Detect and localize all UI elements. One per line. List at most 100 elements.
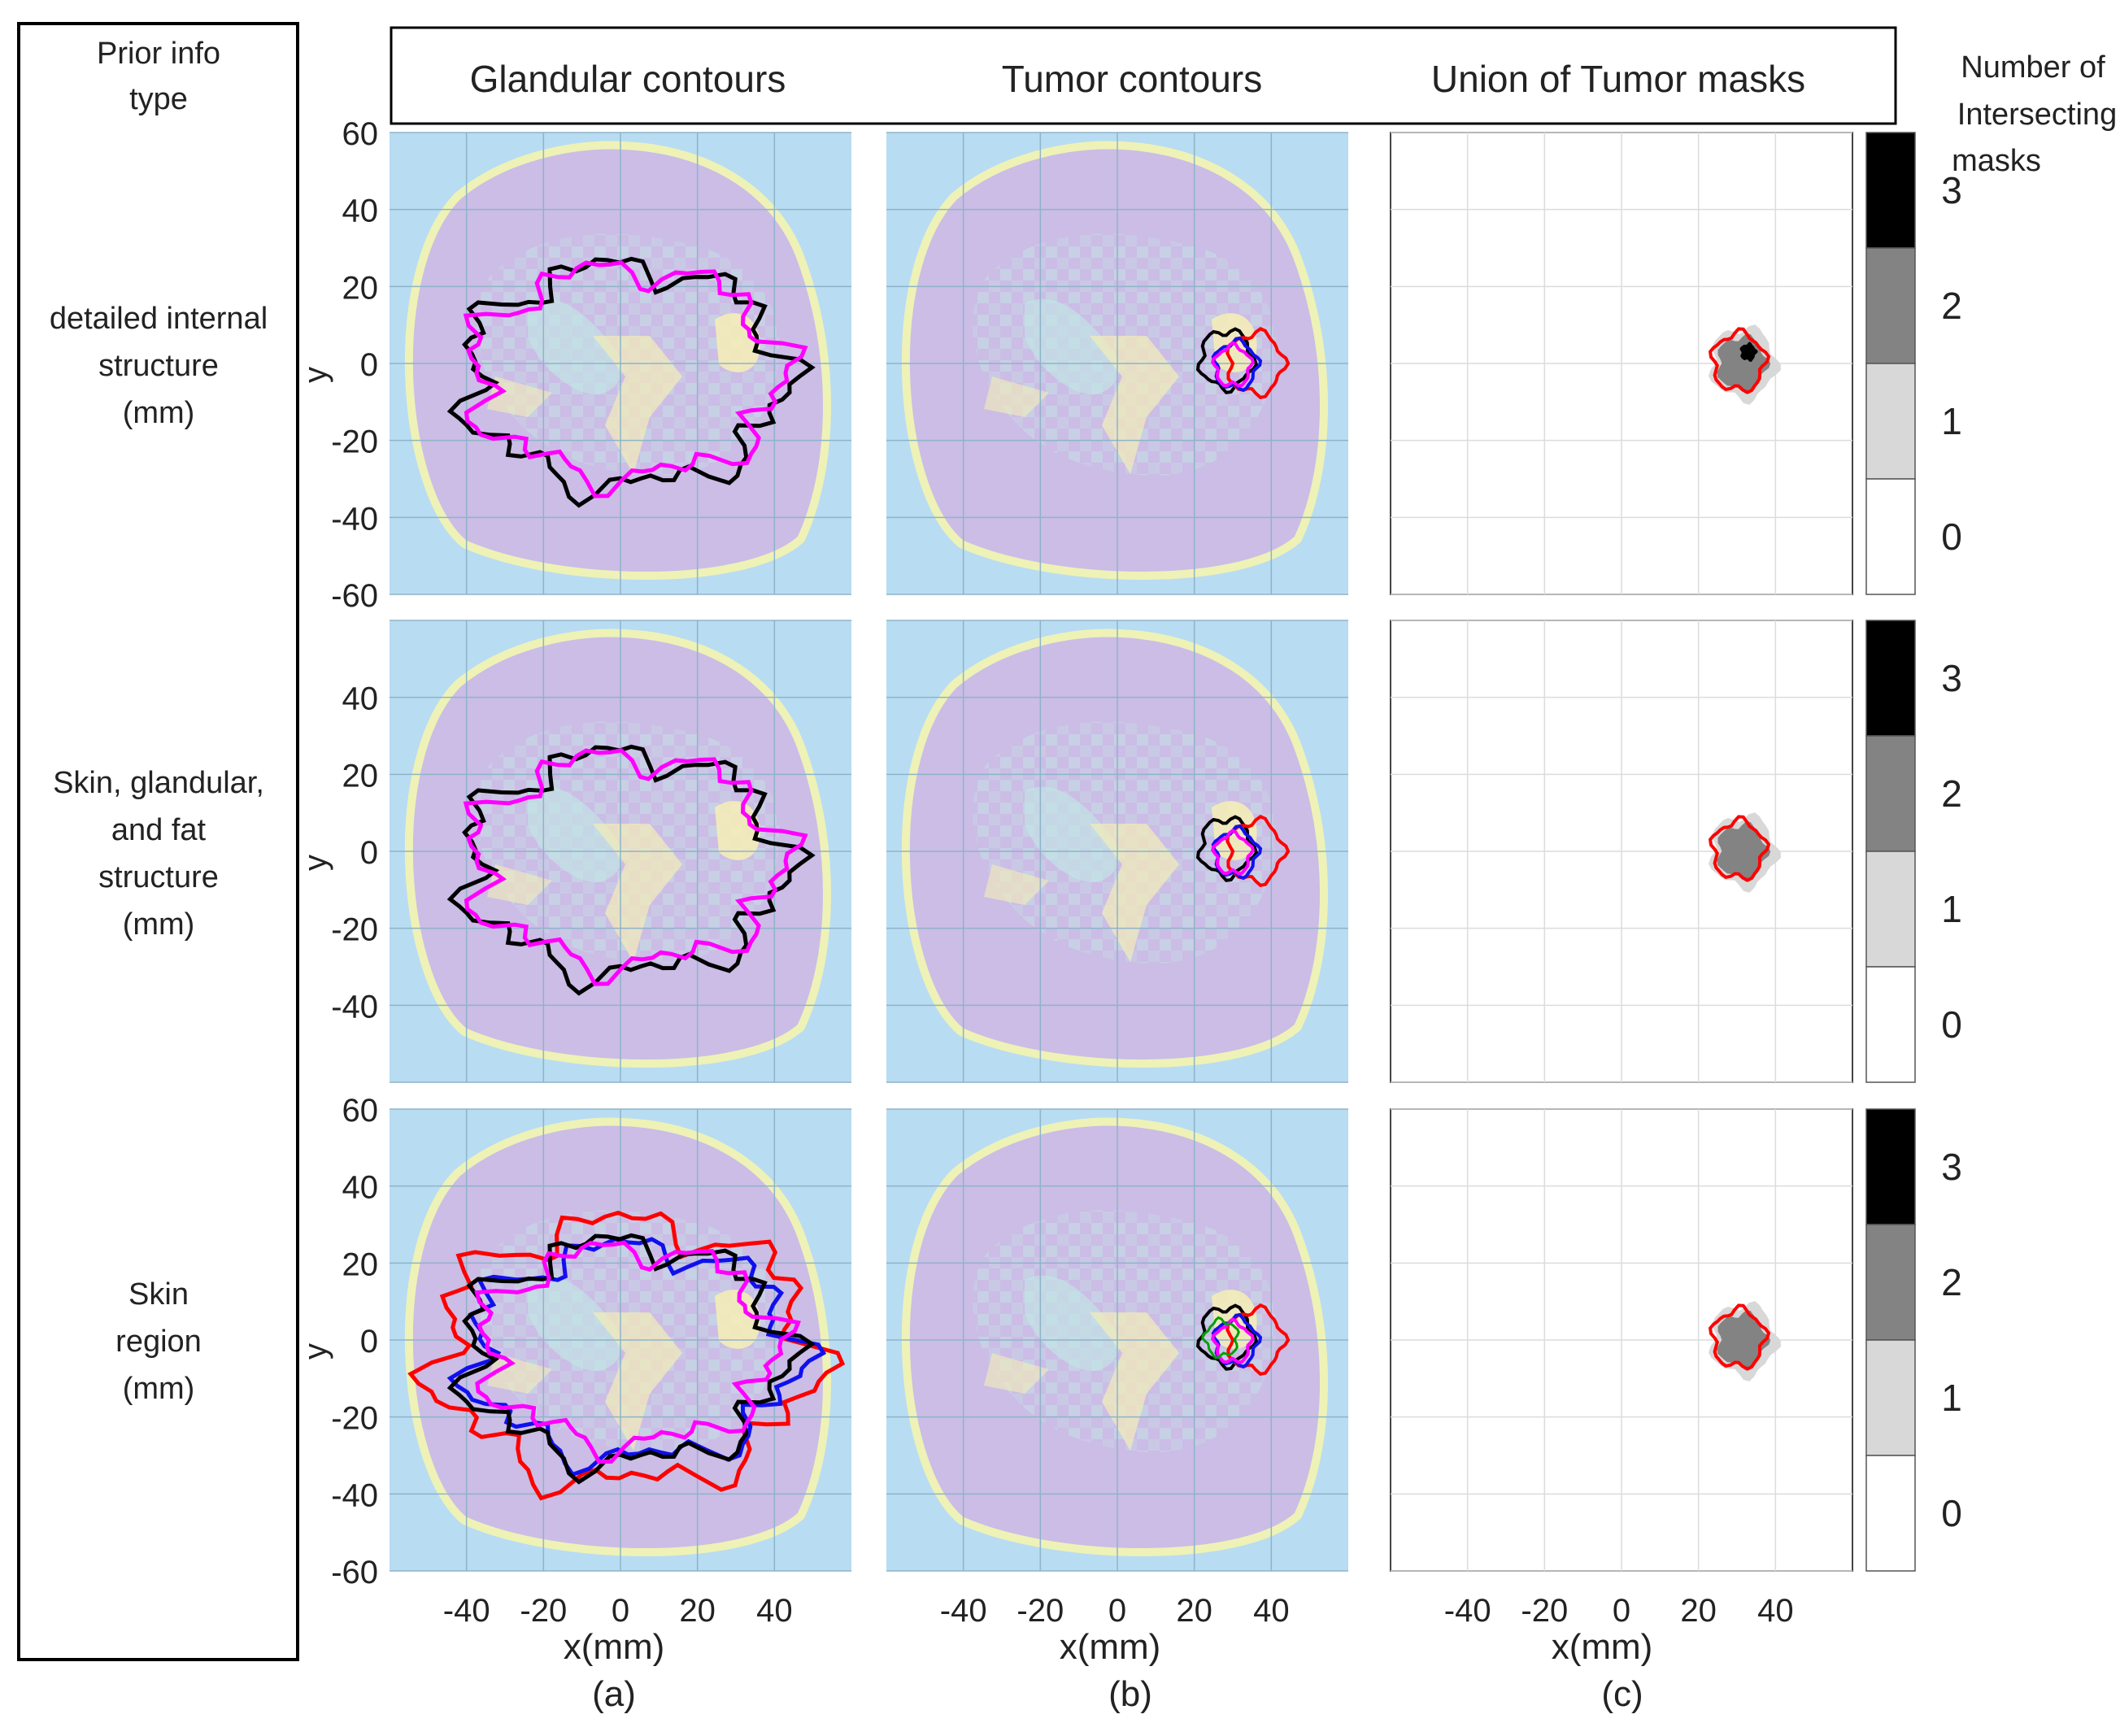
x-tick-label: 40 <box>756 1593 793 1629</box>
y-tick-label: 60 <box>342 1093 379 1129</box>
y-tick-label: 40 <box>342 194 379 229</box>
ylabel: y <box>298 367 333 383</box>
xlabel-b: x(mm) <box>1060 1627 1161 1667</box>
y-tick-label: -20 <box>331 424 378 460</box>
y-tick-label: -60 <box>331 578 378 614</box>
colorbar-segment-0 <box>1865 966 1916 1083</box>
y-tick-label: 40 <box>342 681 379 717</box>
x-tick-label: -40 <box>1444 1593 1491 1629</box>
ylabel: y <box>298 1343 333 1360</box>
panel-r2-c2 <box>886 620 1348 1082</box>
ylabel: y <box>298 855 333 871</box>
glandular-contour-pink <box>463 260 808 498</box>
row-label-3-line-3: (mm) <box>123 1372 195 1406</box>
x-tick-label: 40 <box>1757 1593 1794 1629</box>
x-tick-label: 40 <box>1253 1593 1290 1629</box>
row-label-1-line-1: detailed internal <box>50 302 268 336</box>
x-tick-label: 20 <box>1176 1593 1212 1629</box>
tumor-contour-blue <box>1211 1312 1263 1369</box>
glandular-contour-black <box>446 744 816 996</box>
y-tick-label: 0 <box>360 347 378 383</box>
colorbar-label-3: 3 <box>1941 657 1962 699</box>
colorbar-segment-1 <box>1865 851 1916 968</box>
row-label-2-line-4: (mm) <box>123 907 195 942</box>
glandular-contour-black <box>446 256 816 508</box>
union-red-contour <box>1708 327 1771 394</box>
colorbar-segment-1 <box>1865 1339 1916 1456</box>
colorbar-label-3: 3 <box>1941 1146 1962 1188</box>
colorbar-segment-0 <box>1865 1455 1916 1572</box>
x-tick-label: 0 <box>1108 1593 1126 1629</box>
colorbar-segment-3 <box>1865 1108 1916 1225</box>
glandular-contour-red <box>407 1210 846 1501</box>
colorbar-segment-2 <box>1865 735 1916 852</box>
y-tick-label: 40 <box>342 1170 379 1206</box>
panels: 6040200-20-40-60y321040200-20-40y3210604… <box>298 116 1962 1629</box>
tumor-contour-blue <box>1211 336 1263 393</box>
panel-r2-c1: 40 20 0 -20 -40 y <box>298 620 851 1082</box>
x-tick-label: -40 <box>940 1593 987 1629</box>
y-tick-label: -40 <box>331 989 378 1025</box>
colorbar-label-1: 1 <box>1941 888 1962 930</box>
panel-r3-c2: -40 -20 0 20 40 <box>886 1109 1348 1629</box>
union-mask-level-2 <box>1717 1310 1771 1371</box>
tumor-contour-red <box>1225 815 1291 887</box>
colorbar-segment-3 <box>1865 620 1916 737</box>
row-label-1-line-3: (mm) <box>123 396 195 430</box>
y-tick-label: 20 <box>342 758 379 794</box>
row-label-1-line-2: structure <box>98 349 219 383</box>
colorbar-label-2: 2 <box>1941 1261 1962 1303</box>
colorbar-r3: 3 2 1 0 <box>1865 1108 1962 1572</box>
colorbar-title-line3: masks <box>1952 144 2041 178</box>
colorbar-label-0: 0 <box>1941 1492 1962 1534</box>
x-tick-label: -20 <box>520 1593 567 1629</box>
union-mask-level-3 <box>1739 342 1758 362</box>
colorbar-segment-2 <box>1865 1224 1916 1341</box>
y-tick-label: 20 <box>342 270 379 306</box>
panel-r1-c1: 60 40 20 0 -20 -40 -60 y <box>298 116 851 614</box>
x-tick-label: 0 <box>1613 1593 1630 1629</box>
colorbar-label-3: 3 <box>1941 169 1962 211</box>
y-tick-label: 0 <box>360 1324 378 1360</box>
x-tick-label: 20 <box>1680 1593 1717 1629</box>
x-tick-label: -20 <box>1521 1593 1568 1629</box>
union-mask-level-2 <box>1717 821 1771 882</box>
xlabel-c: x(mm) <box>1552 1627 1653 1667</box>
glandular-contour-pink <box>474 1240 801 1464</box>
row-label-2-line-3: structure <box>98 860 219 894</box>
y-tick-label: -20 <box>331 1401 378 1437</box>
colorbar-label-0: 0 <box>1941 1003 1962 1046</box>
xlabel-a: x(mm) <box>564 1627 665 1667</box>
y-tick-label: -40 <box>331 1477 378 1513</box>
y-tick-label: -40 <box>331 501 378 537</box>
x-tick-label: 0 <box>612 1593 629 1629</box>
x-tick-label: -40 <box>443 1593 490 1629</box>
colorbar-label-1: 1 <box>1941 1377 1962 1419</box>
row-header-title: Prior info type <box>97 37 220 116</box>
colorbar-label-2: 2 <box>1941 285 1962 327</box>
y-tick-label: 20 <box>342 1247 379 1282</box>
x-tick-label: 20 <box>679 1593 716 1629</box>
colorbar-segment-1 <box>1865 363 1916 480</box>
union-red-contour <box>1708 1303 1771 1371</box>
colorbar-title-line1: Number of <box>1961 50 2105 85</box>
column-title-glandular: Glandular contours <box>470 58 786 100</box>
row-label-3-line-2: region <box>115 1325 202 1359</box>
panel-r2-c3 <box>1390 620 1853 1083</box>
row-header-title-line1: Prior info type <box>97 37 220 116</box>
tumor-contour-blue <box>1211 824 1263 881</box>
colorbar-r1: 3 2 1 0 <box>1865 132 1962 595</box>
tumor-contour-pink <box>1211 829 1256 876</box>
y-tick-label: -60 <box>331 1555 378 1590</box>
row-label-2-line-1: Skin, glandular, <box>53 766 264 800</box>
column-title-frame <box>390 26 1897 125</box>
panel-r1-c2 <box>886 133 1348 594</box>
colorbar-r2: 3 2 1 0 <box>1865 620 1962 1083</box>
union-red-contour <box>1708 815 1771 882</box>
y-tick-label: -20 <box>331 912 378 948</box>
x-tick-label: -20 <box>1016 1593 1064 1629</box>
tumor-contour-green <box>1201 1316 1240 1360</box>
colorbar-segment-0 <box>1865 478 1916 595</box>
colorbar-segment-3 <box>1865 132 1916 249</box>
